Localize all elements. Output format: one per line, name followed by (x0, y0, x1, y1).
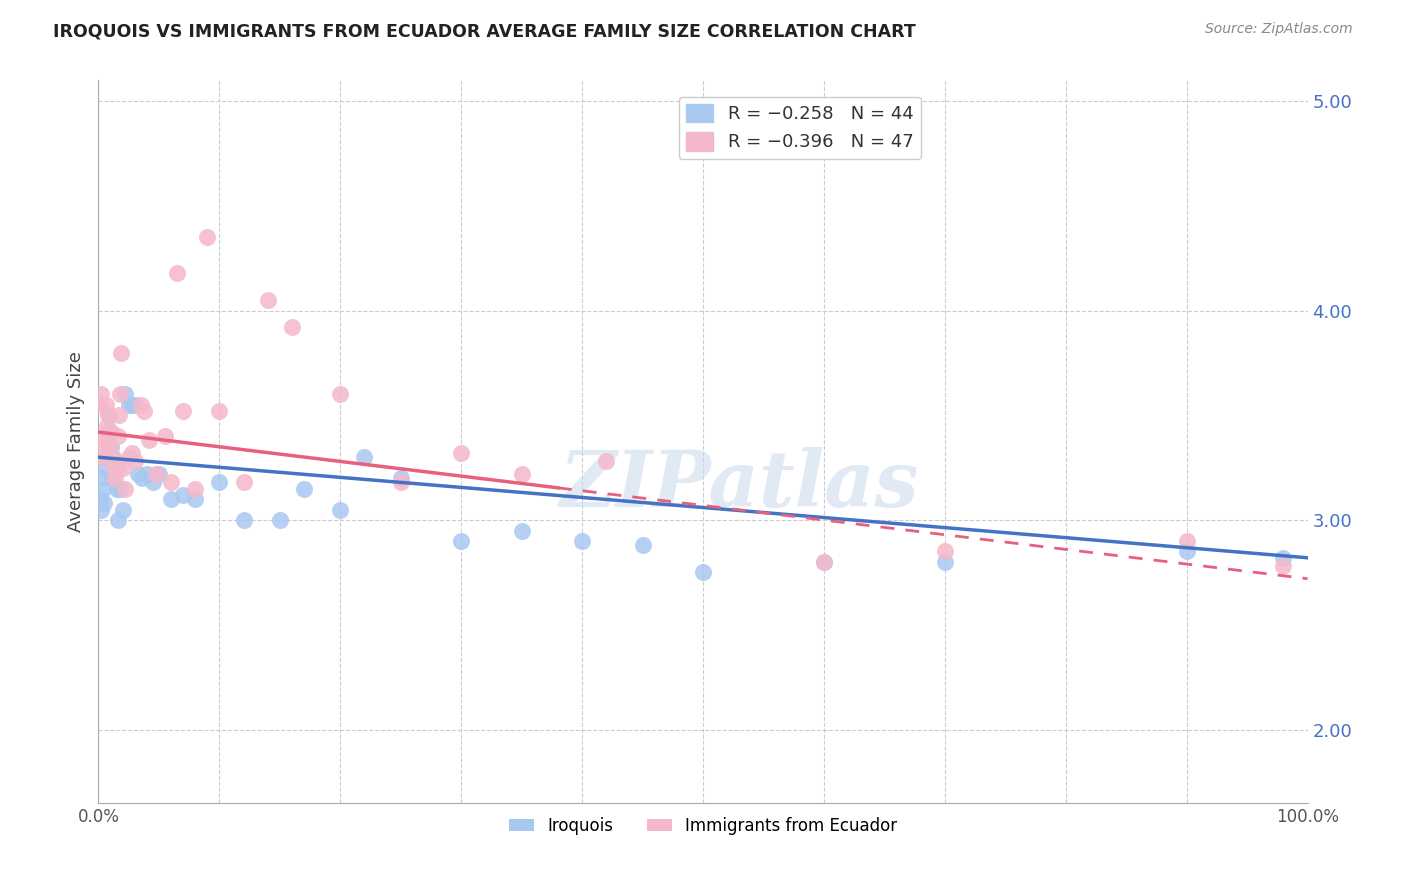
Point (208, 475, 231, 490)
Point (256, 293, 278, 308)
Point (111, 460, 134, 475)
Point (104, 471, 127, 485)
Point (96, 418, 118, 433)
Point (208, 404, 231, 418)
Point (269, 513, 291, 527)
Point (184, 492, 207, 507)
Point (97, 425, 120, 439)
Point (114, 387, 136, 401)
Point (571, 534, 593, 549)
Point (172, 404, 194, 418)
Point (118, 450, 141, 465)
Point (90, 387, 112, 401)
Point (98, 440, 121, 454)
Point (510, 524, 533, 538)
Point (96, 450, 118, 465)
Point (131, 471, 153, 485)
Point (160, 492, 183, 507)
Point (100, 440, 122, 454)
Point (934, 555, 956, 569)
Point (184, 482, 207, 496)
Point (148, 467, 170, 481)
Point (100, 471, 122, 485)
Point (91, 450, 114, 465)
Point (153, 429, 176, 443)
Text: IROQUOIS VS IMMIGRANTS FROM ECUADOR AVERAGE FAMILY SIZE CORRELATION CHART: IROQUOIS VS IMMIGRANTS FROM ECUADOR AVER… (53, 22, 917, 40)
Point (129, 398, 152, 412)
Point (1175, 534, 1198, 549)
Point (134, 404, 156, 418)
Point (1175, 544, 1198, 558)
Point (108, 409, 131, 423)
Point (232, 475, 254, 490)
Point (124, 398, 146, 412)
Point (450, 446, 472, 460)
Point (1272, 559, 1295, 574)
Point (127, 467, 149, 481)
Point (111, 502, 134, 516)
Point (103, 454, 125, 468)
Point (105, 482, 128, 496)
Point (510, 467, 533, 481)
Y-axis label: Average Family Size: Average Family Size (66, 351, 84, 532)
Point (145, 467, 167, 481)
Point (98, 409, 121, 423)
Point (166, 266, 188, 280)
Point (172, 488, 194, 502)
Point (138, 434, 160, 448)
Point (124, 454, 146, 468)
Point (100, 425, 122, 439)
Point (94, 398, 117, 412)
Text: Source: ZipAtlas.com: Source: ZipAtlas.com (1205, 22, 1353, 37)
Point (160, 475, 183, 490)
Point (329, 387, 352, 401)
Point (389, 471, 412, 485)
Point (91, 429, 114, 443)
Point (110, 345, 132, 359)
Point (107, 429, 129, 443)
Point (813, 555, 835, 569)
Point (450, 534, 472, 549)
Point (292, 482, 315, 496)
Point (692, 566, 714, 580)
Point (121, 398, 143, 412)
Point (142, 475, 165, 490)
Point (329, 502, 352, 516)
Point (389, 475, 412, 490)
Point (135, 467, 157, 481)
Point (595, 454, 617, 468)
Point (108, 387, 131, 401)
Point (232, 513, 254, 527)
Point (107, 513, 129, 527)
Point (91, 482, 114, 496)
Legend: Iroquois, Immigrants from Ecuador: Iroquois, Immigrants from Ecuador (502, 810, 904, 841)
Point (934, 544, 956, 558)
Point (93, 440, 115, 454)
Point (94, 460, 117, 475)
Point (97, 409, 120, 423)
Point (101, 450, 124, 465)
Point (121, 446, 143, 460)
Point (89, 398, 111, 412)
Point (108, 482, 131, 496)
Point (90, 502, 112, 516)
Point (353, 450, 375, 465)
Text: ZIPatlas: ZIPatlas (560, 447, 920, 523)
Point (89, 492, 111, 507)
Point (105, 460, 128, 475)
Point (103, 460, 125, 475)
Point (631, 538, 654, 552)
Point (91, 471, 114, 485)
Point (281, 320, 304, 334)
Point (195, 230, 218, 244)
Point (100, 450, 122, 465)
Point (813, 555, 835, 569)
Point (93, 496, 115, 510)
Point (118, 398, 141, 412)
Point (114, 482, 136, 496)
Point (1272, 550, 1295, 565)
